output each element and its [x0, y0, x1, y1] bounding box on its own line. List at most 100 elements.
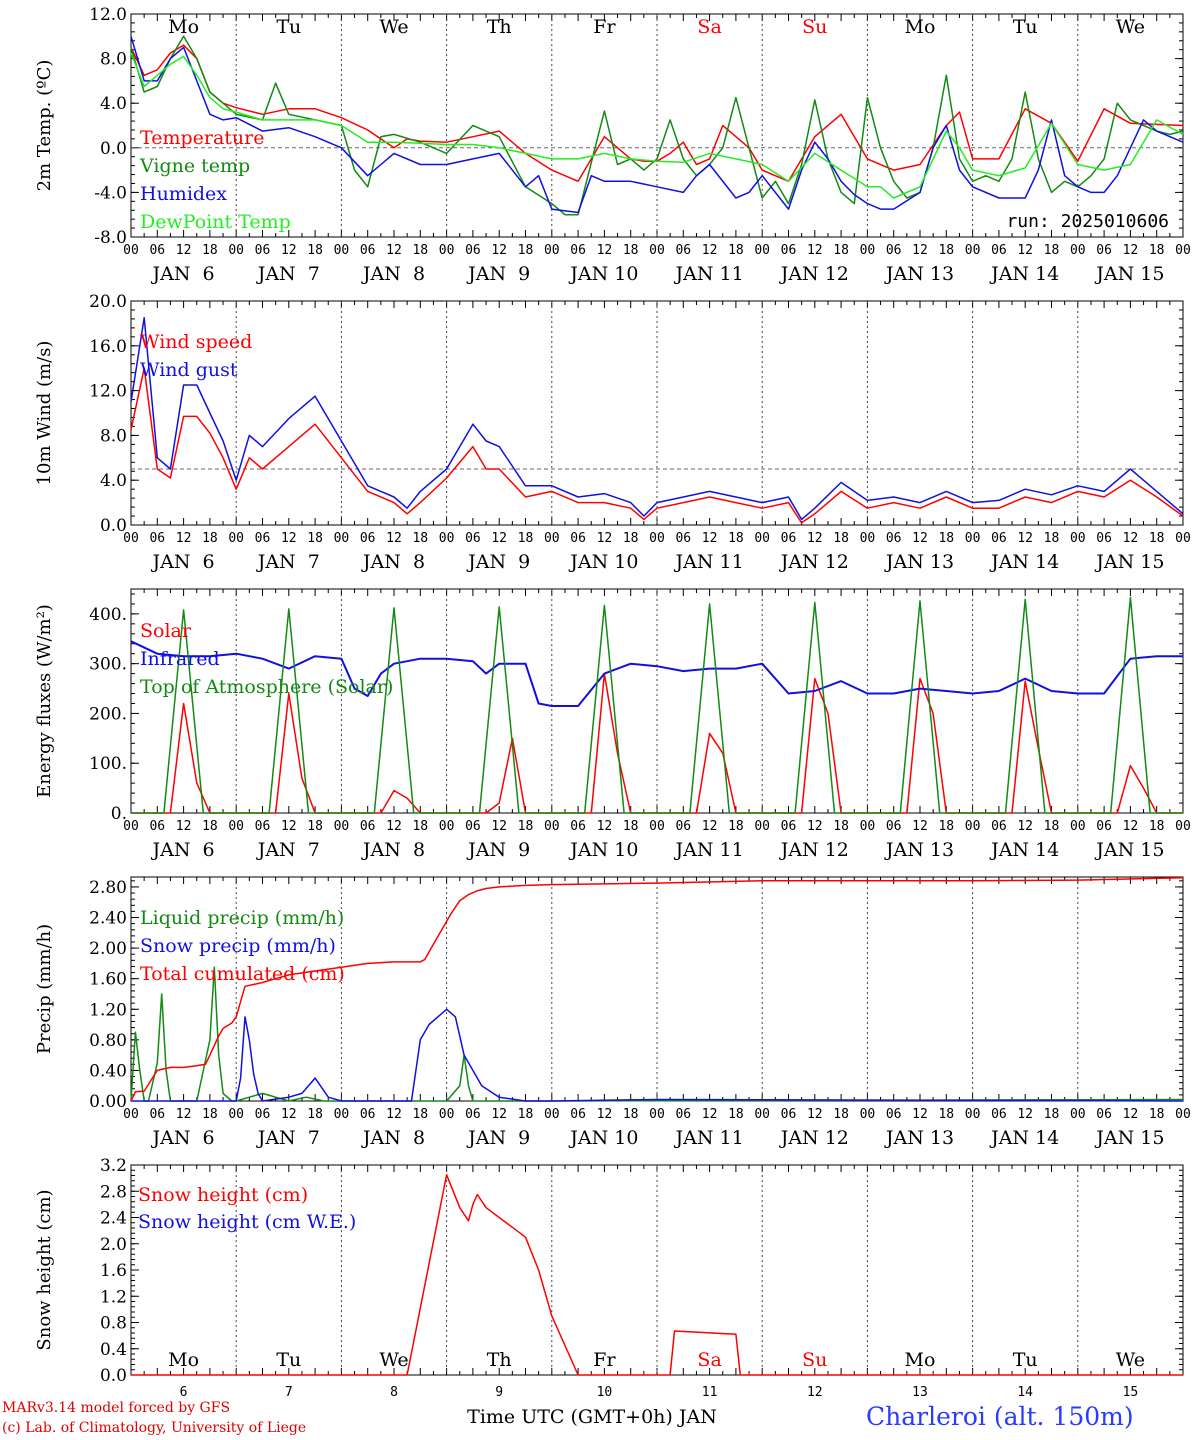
- hour-tick-label: 06: [255, 819, 271, 834]
- hour-tick-label: 06: [465, 243, 481, 258]
- y-tick-label: -8.0: [94, 228, 127, 248]
- weekday-label: Fr: [593, 1349, 616, 1371]
- series-line: [130, 640, 1183, 707]
- hour-tick-label: 06: [570, 243, 586, 258]
- weekday-label: Su: [802, 16, 827, 38]
- hour-tick-label: 00: [649, 819, 665, 834]
- hour-tick-label: 06: [255, 243, 271, 258]
- hour-tick-label: 00: [123, 1107, 139, 1122]
- date-label: JAN 8: [361, 551, 425, 573]
- hour-tick-label: 12: [702, 819, 718, 834]
- weekday-label: Tu: [276, 1349, 301, 1371]
- hour-tick-label: 18: [728, 1107, 744, 1122]
- hour-tick-label: 18: [1044, 1107, 1060, 1122]
- hour-tick-label: 06: [675, 243, 691, 258]
- hour-tick-label: 12: [491, 819, 507, 834]
- day-number-label: 11: [702, 1385, 718, 1400]
- hour-tick-label: 18: [307, 819, 323, 834]
- series-line: [130, 36, 1184, 214]
- hour-tick-label: 00: [544, 243, 560, 258]
- hour-tick-label: 00: [439, 819, 455, 834]
- hour-tick-label: 18: [1044, 819, 1060, 834]
- series-line: [131, 596, 1183, 814]
- y-axis-label: Snow height (cm): [34, 1189, 55, 1350]
- y-tick-label: 3.2: [100, 1156, 127, 1176]
- legend-entry: DewPoint Temp: [140, 211, 291, 233]
- legend-entry: Total cumulated (cm): [140, 963, 345, 985]
- date-label: JAN 7: [256, 1127, 320, 1149]
- y-tick-label: -4.0: [94, 183, 127, 203]
- y-tick-label: 0.0: [100, 516, 127, 536]
- hour-tick-label: 12: [386, 819, 402, 834]
- hour-tick-label: 18: [1149, 531, 1165, 546]
- y-tick-label: 0.40: [89, 1061, 127, 1081]
- y-tick-label: 20.0: [89, 292, 127, 312]
- date-label: JAN 15: [1094, 551, 1164, 573]
- hour-tick-label: 12: [807, 531, 823, 546]
- y-tick-label: 8.0: [100, 50, 127, 70]
- hour-tick-label: 18: [1149, 243, 1165, 258]
- y-tick-label: 0.0: [100, 139, 127, 159]
- hour-tick-label: 00: [544, 531, 560, 546]
- hour-tick-label: 12: [912, 1107, 928, 1122]
- hour-tick-label: 00: [965, 531, 981, 546]
- hour-tick-label: 12: [281, 1107, 297, 1122]
- date-label: JAN 6: [151, 1127, 215, 1149]
- hour-tick-label: 00: [123, 819, 139, 834]
- hour-tick-label: 06: [255, 1107, 271, 1122]
- date-label: JAN 6: [151, 551, 215, 573]
- hour-tick-label: 12: [281, 531, 297, 546]
- hour-tick-label: 18: [202, 531, 218, 546]
- hour-tick-label: 00: [123, 531, 139, 546]
- y-tick-label: 12.0: [89, 5, 127, 25]
- weekday-label: Mo: [168, 1349, 199, 1371]
- hour-tick-label: 00: [754, 819, 770, 834]
- date-label: JAN 7: [256, 839, 320, 861]
- hour-tick-label: 06: [465, 531, 481, 546]
- hour-tick-label: 00: [965, 243, 981, 258]
- hour-tick-label: 00: [334, 243, 350, 258]
- hour-tick-label: 06: [991, 531, 1007, 546]
- hour-tick-label: 06: [149, 531, 165, 546]
- hour-tick-label: 06: [465, 1107, 481, 1122]
- hour-tick-label: 06: [570, 1107, 586, 1122]
- hour-tick-label: 06: [781, 819, 797, 834]
- hour-tick-label: 12: [807, 1107, 823, 1122]
- run-label: run: 2025010606: [1006, 211, 1169, 232]
- hour-tick-label: 00: [1175, 1107, 1191, 1122]
- time-axis-title: Time UTC (GMT+0h) JAN: [467, 1406, 717, 1428]
- day-number-label: 10: [597, 1385, 613, 1400]
- hour-tick-label: 06: [781, 1107, 797, 1122]
- hour-tick-label: 00: [334, 1107, 350, 1122]
- date-label: JAN 9: [466, 263, 530, 285]
- hour-tick-label: 12: [176, 531, 192, 546]
- date-label: JAN 15: [1094, 263, 1164, 285]
- hour-tick-label: 12: [912, 243, 928, 258]
- hour-tick-label: 00: [334, 531, 350, 546]
- date-label: JAN 10: [568, 1127, 638, 1149]
- weekday-label: Th: [487, 1349, 512, 1371]
- hour-tick-label: 12: [702, 531, 718, 546]
- hour-tick-label: 12: [702, 243, 718, 258]
- hour-tick-label: 06: [886, 819, 902, 834]
- hour-tick-label: 12: [597, 243, 613, 258]
- hour-tick-label: 06: [886, 531, 902, 546]
- date-label: JAN 6: [151, 263, 215, 285]
- date-label: JAN 14: [989, 263, 1059, 285]
- hour-tick-label: 00: [860, 243, 876, 258]
- day-number-label: 14: [1017, 1385, 1033, 1400]
- date-label: JAN 10: [568, 839, 638, 861]
- legend-entry: Temperature: [140, 127, 264, 149]
- y-tick-label: 2.8: [100, 1182, 127, 1202]
- hour-tick-label: 00: [1070, 531, 1086, 546]
- hour-tick-label: 18: [518, 819, 534, 834]
- hour-tick-label: 00: [860, 819, 876, 834]
- hour-tick-label: 00: [334, 819, 350, 834]
- hour-tick-label: 18: [307, 531, 323, 546]
- hour-tick-label: 12: [807, 243, 823, 258]
- hour-tick-label: 06: [360, 531, 376, 546]
- weekday-label: Tu: [1013, 16, 1038, 38]
- weekday-label: Tu: [276, 16, 301, 38]
- series-line: [131, 1008, 1184, 1102]
- panel-snow: 3.2 2.8 2.4 2.0 1.6 1.2 0.8 0.4 0.0 Snow height (…: [34, 1156, 1184, 1428]
